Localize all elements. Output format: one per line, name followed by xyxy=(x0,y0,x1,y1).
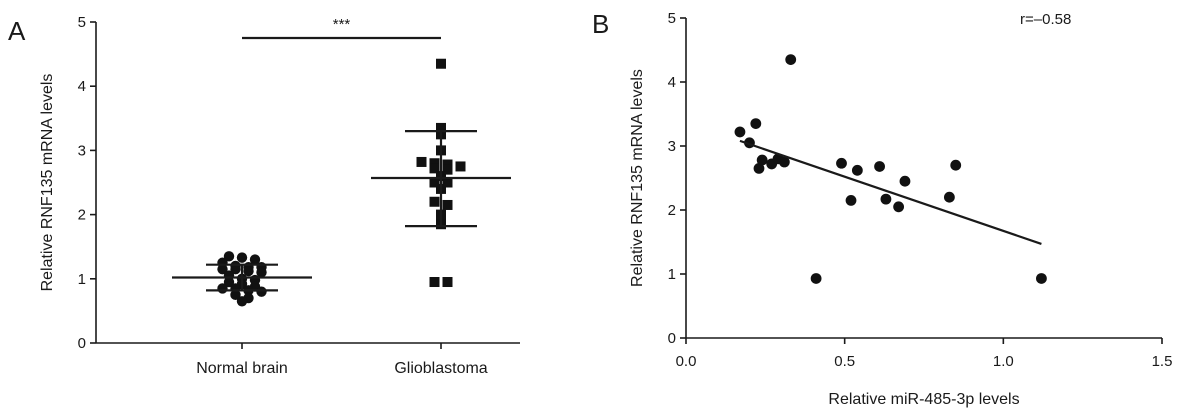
data-point-glioblastoma xyxy=(436,58,446,69)
data-point-normal-brain xyxy=(236,252,248,263)
data-point xyxy=(1036,273,1047,284)
data-point-glioblastoma xyxy=(429,277,440,288)
data-point xyxy=(756,154,768,166)
x-axis-label: Relative miR-485-3p levels xyxy=(828,391,1019,408)
data-point-normal-brain xyxy=(217,263,228,275)
data-point xyxy=(874,161,885,172)
data-point xyxy=(880,193,892,205)
data-point-glioblastoma xyxy=(442,159,453,170)
data-point-normal-brain xyxy=(230,263,241,275)
y-axis-label: Relative RNF135 mRNA levels xyxy=(629,69,646,287)
x-category-label: Glioblastoma xyxy=(394,360,487,377)
x-tick-label: 1.0 xyxy=(993,353,1014,370)
data-point-normal-brain xyxy=(256,286,267,297)
data-point-glioblastoma xyxy=(442,277,453,288)
data-point xyxy=(899,175,911,187)
data-point xyxy=(836,157,847,169)
data-point xyxy=(950,159,962,171)
data-point xyxy=(778,156,790,168)
y-tick-label: 2 xyxy=(668,202,676,219)
x-tick-label: 1.5 xyxy=(1152,353,1173,370)
panel-letter-a: A xyxy=(8,16,26,46)
y-tick-label: 2 xyxy=(78,207,86,224)
data-point-normal-brain xyxy=(230,289,241,301)
y-tick-label: 5 xyxy=(668,10,676,27)
data-point-glioblastoma xyxy=(455,161,466,172)
data-point xyxy=(893,201,905,213)
data-point-glioblastoma xyxy=(442,199,453,210)
data-point-normal-brain xyxy=(249,254,261,265)
correlation-label: r=–0.58 xyxy=(1020,11,1071,28)
data-point-glioblastoma xyxy=(429,163,440,174)
data-point-normal-brain xyxy=(256,267,267,278)
data-point-normal-brain xyxy=(223,276,235,288)
y-tick-label: 4 xyxy=(668,74,676,91)
data-point-glioblastoma xyxy=(442,177,453,188)
data-point xyxy=(785,54,797,65)
y-tick-label: 0 xyxy=(668,330,676,347)
data-point xyxy=(943,191,955,203)
panel-letter-b: B xyxy=(592,9,609,39)
data-point xyxy=(851,164,863,176)
panel-a: A 0 1 2 3 4 5 Normal brain Glioblastoma Relative … xyxy=(8,14,520,377)
y-tick-label: 3 xyxy=(668,138,676,155)
significance-label: *** xyxy=(333,16,351,33)
data-point-glioblastoma xyxy=(436,122,446,133)
x-category-label: Normal brain xyxy=(196,360,288,377)
data-point-normal-brain xyxy=(217,283,228,294)
data-point xyxy=(734,126,746,138)
y-tick-label: 5 xyxy=(78,14,86,31)
x-tick-label: 0.5 xyxy=(834,353,855,370)
data-point-glioblastoma xyxy=(442,164,453,175)
data-point xyxy=(810,273,822,284)
data-point xyxy=(753,163,765,174)
data-point xyxy=(845,195,857,206)
data-point xyxy=(750,118,762,129)
data-point-glioblastoma xyxy=(429,158,440,169)
y-axis-label: Relative RNF135 mRNA levels xyxy=(39,74,56,292)
y-tick-label: 1 xyxy=(668,266,676,283)
data-point-normal-brain xyxy=(243,265,254,277)
y-tick-label: 4 xyxy=(78,78,86,95)
y-tick-label: 1 xyxy=(78,271,86,288)
regression-line xyxy=(739,139,1042,245)
data-point-glioblastoma xyxy=(429,196,440,207)
y-tick-label: 3 xyxy=(78,142,86,159)
panel-b: B 0 1 2 3 4 5 0.0 0.5 1.0 1.5 Relative miR-485-3p l… xyxy=(592,9,1172,408)
data-point-glioblastoma xyxy=(429,177,440,188)
data-point-normal-brain xyxy=(223,251,235,262)
x-tick-label: 0.0 xyxy=(676,353,697,370)
data-point-normal-brain xyxy=(236,296,248,307)
data-point-glioblastoma xyxy=(416,156,427,167)
y-tick-label: 0 xyxy=(78,335,86,352)
